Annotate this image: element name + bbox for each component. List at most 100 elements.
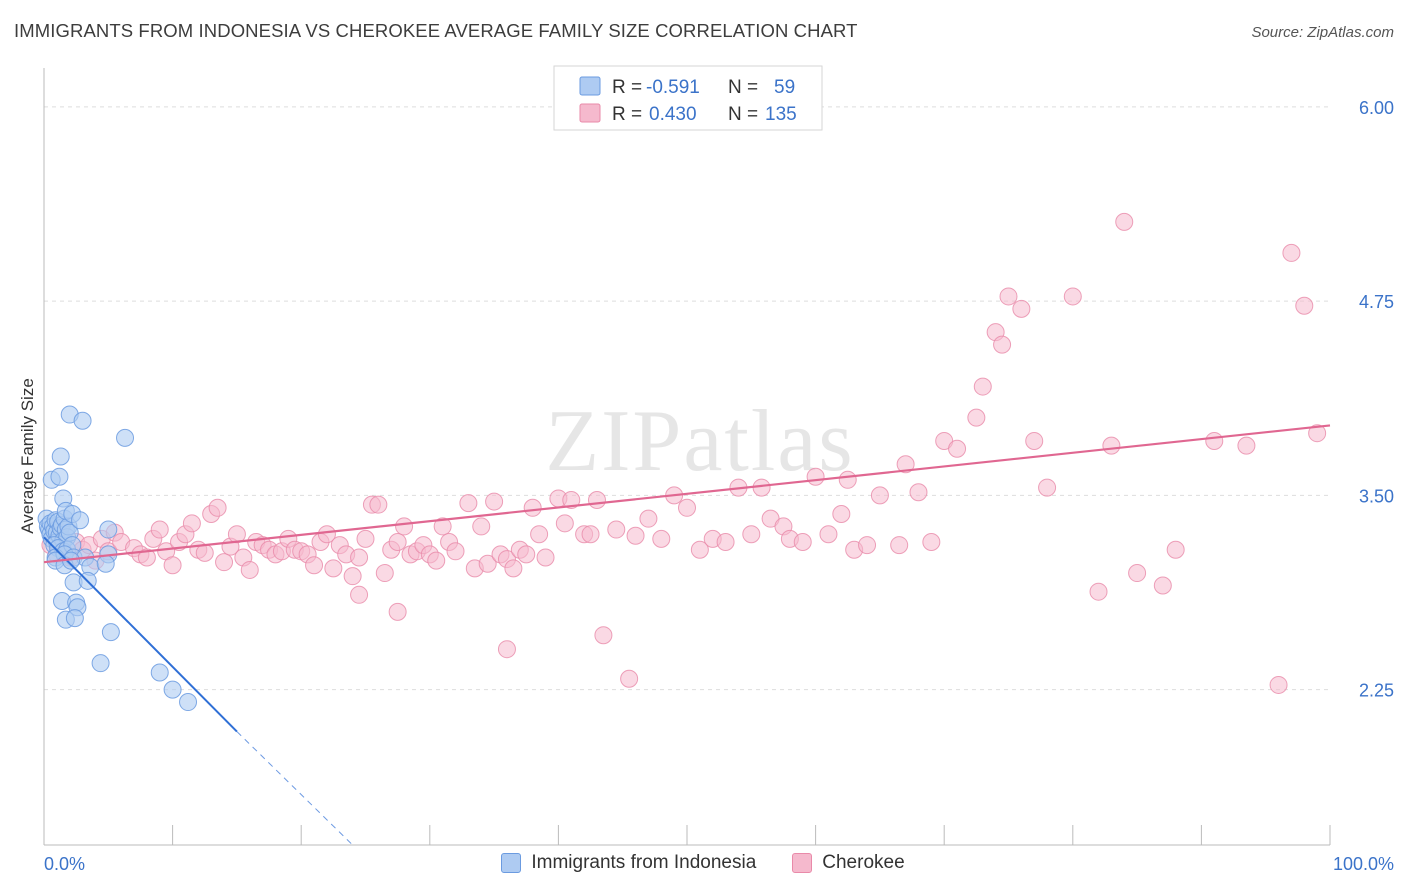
- cherokee-point: [317, 525, 336, 544]
- legend-r-value: -0.591: [646, 77, 700, 98]
- cherokee-point: [356, 529, 375, 548]
- watermark: ZIPatlas: [545, 393, 854, 490]
- cherokee-point: [523, 498, 542, 517]
- legend-r-value: 0.430: [649, 104, 697, 125]
- legend-swatch-blue: [579, 76, 601, 96]
- y-tick-label: 6.00: [1359, 98, 1394, 118]
- cherokee-point: [1038, 478, 1057, 497]
- cherokee-point: [350, 548, 369, 567]
- cherokee-point: [150, 520, 169, 539]
- indonesia-point: [116, 428, 135, 447]
- cherokee-point: [1295, 296, 1314, 315]
- cherokee-point: [581, 525, 600, 544]
- cherokee-point: [1115, 212, 1134, 231]
- legend-label-cherokee: Cherokee: [822, 852, 905, 873]
- cherokee-point: [395, 517, 414, 536]
- cherokee-point: [838, 470, 857, 489]
- cherokee-point: [388, 602, 407, 621]
- cherokee-point: [369, 495, 388, 514]
- cherokee-point: [832, 504, 851, 523]
- indonesia-points: [37, 405, 198, 712]
- indonesia-point: [96, 554, 115, 573]
- indonesia-point: [91, 654, 110, 673]
- cherokee-point: [195, 543, 214, 562]
- cherokee-point: [652, 529, 671, 548]
- cherokee-point: [1153, 576, 1172, 595]
- legend-r-label: R =: [612, 104, 642, 125]
- cherokee-point: [485, 492, 504, 511]
- cherokee-point: [1166, 540, 1185, 559]
- indonesia-trendline: [43, 536, 238, 733]
- cherokee-point: [999, 287, 1018, 306]
- cherokee-point: [1102, 436, 1121, 455]
- cherokee-points: [41, 212, 1327, 694]
- cherokee-point: [208, 498, 227, 517]
- indonesia-point: [71, 511, 90, 530]
- cherokee-point: [890, 536, 909, 555]
- legend-swatch-pink: [579, 103, 601, 123]
- legend-n-value: 135: [765, 104, 797, 125]
- cherokee-point: [870, 486, 889, 505]
- indonesia-point: [50, 467, 69, 486]
- cherokee-point: [517, 545, 536, 564]
- cherokee-point: [324, 559, 343, 578]
- chart-title: IMMIGRANTS FROM INDONESIA VS CHEROKEE AV…: [14, 20, 858, 41]
- trendlines: [43, 424, 1331, 846]
- cherokee-point: [909, 483, 928, 502]
- cherokee-point: [530, 525, 549, 544]
- cherokee-point: [137, 548, 156, 567]
- cherokee-point: [1025, 431, 1044, 450]
- indonesia-point: [65, 609, 84, 628]
- cherokee-point: [472, 517, 491, 536]
- cherokee-point: [215, 553, 234, 572]
- legend-r-label: R =: [612, 77, 642, 98]
- cherokee-point: [375, 564, 394, 583]
- legend-swatch-cherokee: [792, 853, 813, 873]
- cherokee-point: [626, 526, 645, 545]
- legend-n-label: N =: [728, 104, 758, 125]
- indonesia-point: [99, 520, 118, 539]
- y-tick-label: 3.50: [1359, 486, 1394, 506]
- cherokee-point: [806, 467, 825, 486]
- y-tick-label: 4.75: [1359, 292, 1394, 312]
- legend-item-indonesia[interactable]: Immigrants from Indonesia: [501, 852, 756, 874]
- indonesia-point: [101, 623, 120, 642]
- cherokee-point: [497, 640, 516, 659]
- axes: [43, 68, 1331, 846]
- cherokee-point: [1237, 436, 1256, 455]
- indonesia-point: [179, 693, 198, 712]
- cherokee-point: [555, 514, 574, 533]
- cherokee-point: [459, 494, 478, 513]
- indonesia-point: [51, 447, 70, 466]
- cherokee-point: [562, 491, 581, 510]
- cherokee-point: [1063, 287, 1082, 306]
- cherokee-point: [504, 559, 523, 578]
- cherokee-point: [993, 335, 1012, 354]
- cherokee-point: [690, 540, 709, 559]
- cherokee-point: [594, 626, 613, 645]
- cherokee-point: [716, 532, 735, 551]
- cherokee-point: [1089, 582, 1108, 601]
- cherokee-point: [973, 377, 992, 396]
- y-tick-label: 2.25: [1359, 681, 1394, 701]
- cherokee-point: [446, 542, 465, 561]
- cherokee-point: [793, 532, 812, 551]
- cherokee-point: [819, 525, 838, 544]
- legend-box: R = -0.591 N = 59 R = 0.430 N = 135: [553, 65, 823, 131]
- bottom-legend: Immigrants from Indonesia Cherokee: [0, 852, 1406, 874]
- cherokee-point: [1308, 424, 1327, 443]
- cherokee-point: [427, 551, 446, 570]
- cherokee-point: [1205, 431, 1224, 450]
- cherokee-point: [639, 509, 658, 528]
- cherokee-point: [922, 532, 941, 551]
- cherokee-point: [678, 498, 696, 517]
- legend-item-cherokee[interactable]: Cherokee: [792, 852, 905, 874]
- cherokee-point: [536, 548, 555, 567]
- cherokee-point: [587, 491, 606, 510]
- cherokee-point: [858, 536, 877, 555]
- indonesia-point: [163, 680, 182, 699]
- legend-label-indonesia: Immigrants from Indonesia: [531, 852, 757, 873]
- cherokee-point: [1128, 564, 1147, 583]
- x-tick-label: 100.0%: [1333, 854, 1394, 874]
